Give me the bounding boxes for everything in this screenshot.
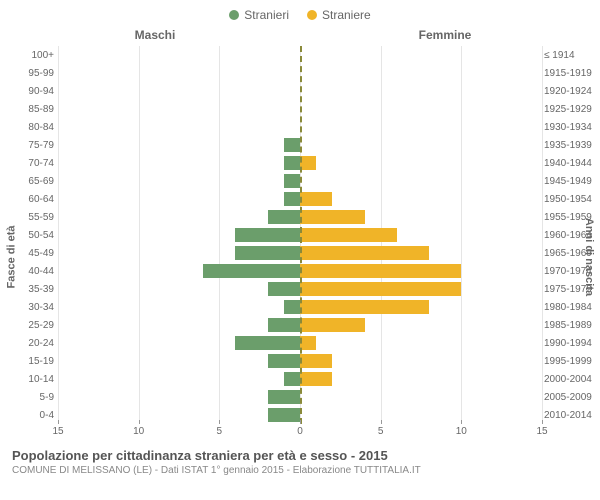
x-tick-label: 0 [297, 426, 303, 437]
header-female: Femmine [300, 28, 600, 42]
y-right-label: 1970-1974 [544, 262, 596, 280]
bar-male [268, 282, 300, 296]
y-right-label: 2005-2009 [544, 388, 596, 406]
bar-female [300, 318, 365, 332]
caption: Popolazione per cittadinanza straniera p… [0, 446, 600, 476]
legend-label-male: Stranieri [244, 8, 289, 22]
y-right-label: 1960-1964 [544, 226, 596, 244]
y-right-labels: ≤ 19141915-19191920-19241925-19291930-19… [544, 46, 596, 424]
bar-female [300, 354, 332, 368]
y-right-label: 1995-1999 [544, 352, 596, 370]
y-left-label: 55-59 [6, 208, 54, 226]
bar-female [300, 192, 332, 206]
y-left-label: 10-14 [6, 370, 54, 388]
y-left-label: 5-9 [6, 388, 54, 406]
y-right-label: 1990-1994 [544, 334, 596, 352]
bar-male [268, 408, 300, 422]
bar-male [284, 156, 300, 170]
y-left-label: 0-4 [6, 406, 54, 424]
x-tick-label: 15 [52, 426, 63, 437]
bar-male [268, 390, 300, 404]
bar-male [203, 264, 300, 278]
y-right-label: 1935-1939 [544, 136, 596, 154]
legend-item-male: Stranieri [229, 8, 289, 22]
y-right-label: 1940-1944 [544, 154, 596, 172]
legend-label-female: Straniere [322, 8, 371, 22]
population-pyramid-chart: Stranieri Straniere Maschi Femmine Fasce… [0, 0, 600, 500]
x-tick-label: 10 [456, 426, 467, 437]
bar-male [284, 192, 300, 206]
bar-male [235, 336, 300, 350]
y-right-label: 1915-1919 [544, 64, 596, 82]
caption-title: Popolazione per cittadinanza straniera p… [12, 448, 588, 463]
bar-male [284, 174, 300, 188]
plot-area [58, 46, 542, 424]
gender-headers: Maschi Femmine [0, 28, 600, 42]
y-left-label: 70-74 [6, 154, 54, 172]
bar-female [300, 282, 461, 296]
bar-female [300, 336, 316, 350]
y-left-label: 30-34 [6, 298, 54, 316]
y-right-label: 1950-1954 [544, 190, 596, 208]
y-left-label: 45-49 [6, 244, 54, 262]
x-tick-label: 15 [536, 426, 547, 437]
bar-female [300, 210, 365, 224]
x-tick-label: 5 [378, 426, 384, 437]
bar-female [300, 156, 316, 170]
header-male: Maschi [0, 28, 300, 42]
bar-female [300, 264, 461, 278]
y-left-label: 35-39 [6, 280, 54, 298]
x-tick-label: 10 [133, 426, 144, 437]
y-left-label: 100+ [6, 46, 54, 64]
y-left-label: 20-24 [6, 334, 54, 352]
bar-female [300, 246, 429, 260]
bar-female [300, 300, 429, 314]
bar-male [235, 246, 300, 260]
y-right-label: 1975-1979 [544, 280, 596, 298]
y-right-label: 1925-1929 [544, 100, 596, 118]
y-left-label: 85-89 [6, 100, 54, 118]
y-right-label: 2010-2014 [544, 406, 596, 424]
x-tick-label: 5 [217, 426, 223, 437]
bar-male [235, 228, 300, 242]
legend: Stranieri Straniere [0, 8, 600, 22]
y-right-label: 1920-1924 [544, 82, 596, 100]
y-left-labels: 100+95-9990-9485-8980-8475-7970-7465-696… [6, 46, 54, 424]
caption-subtitle: COMUNE DI MELISSANO (LE) - Dati ISTAT 1°… [12, 465, 588, 476]
y-right-label: 1955-1959 [544, 208, 596, 226]
zero-line [300, 46, 302, 424]
grid-line [542, 46, 543, 424]
bar-male [284, 138, 300, 152]
y-left-label: 15-19 [6, 352, 54, 370]
y-left-label: 80-84 [6, 118, 54, 136]
y-left-label: 65-69 [6, 172, 54, 190]
y-right-label: ≤ 1914 [544, 46, 596, 64]
y-left-label: 50-54 [6, 226, 54, 244]
y-right-label: 1965-1969 [544, 244, 596, 262]
bar-male [268, 354, 300, 368]
bar-male [268, 210, 300, 224]
legend-item-female: Straniere [307, 8, 371, 22]
y-left-label: 90-94 [6, 82, 54, 100]
y-right-label: 1985-1989 [544, 316, 596, 334]
bar-female [300, 372, 332, 386]
y-right-label: 2000-2004 [544, 370, 596, 388]
y-right-label: 1980-1984 [544, 298, 596, 316]
x-axis: 15105051015 [58, 424, 542, 446]
y-left-label: 95-99 [6, 64, 54, 82]
bar-male [268, 318, 300, 332]
y-right-label: 1945-1949 [544, 172, 596, 190]
y-left-label: 40-44 [6, 262, 54, 280]
y-left-label: 60-64 [6, 190, 54, 208]
legend-swatch-male [229, 10, 239, 20]
bar-male [284, 300, 300, 314]
bar-male [284, 372, 300, 386]
y-left-label: 75-79 [6, 136, 54, 154]
y-right-label: 1930-1934 [544, 118, 596, 136]
bar-female [300, 228, 397, 242]
y-left-label: 25-29 [6, 316, 54, 334]
legend-swatch-female [307, 10, 317, 20]
